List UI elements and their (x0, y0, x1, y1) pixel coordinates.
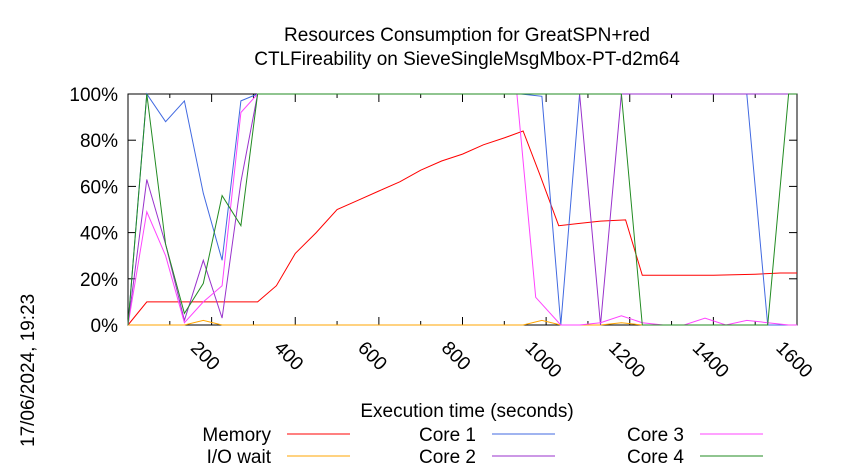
x-tick-label: 400 (270, 338, 307, 375)
x-tick-label: 1400 (688, 338, 733, 383)
y-tick-label: 60% (80, 177, 118, 198)
x-tick-label: 1200 (604, 338, 649, 383)
y-tick-label: 0% (91, 316, 119, 337)
x-axis-label: Execution time (seconds) (360, 401, 573, 422)
series-line-core-1 (127, 92, 797, 326)
legend-label-core-4: Core 4 (627, 447, 684, 468)
chart-subtitle: CTLFireability on SieveSingleMsgMbox-PT-… (254, 49, 680, 70)
plot-axes: 0% 20% 40% 60% 80% 100% 200 400 600 800 1000 1200 14… (69, 85, 816, 382)
x-tick-label: 600 (353, 338, 390, 375)
timestamp-label: 17/06/2024, 19:23 (18, 294, 39, 447)
data-series (127, 92, 797, 326)
chart-title: Resources Consumption for GreatSPN+red (284, 25, 650, 46)
y-tick-label: 40% (80, 224, 118, 245)
y-tick-label: 20% (80, 270, 118, 291)
x-tick-label: 1000 (521, 338, 566, 383)
y-tick-label: 100% (69, 85, 118, 106)
legend-label-core-3: Core 3 (627, 425, 684, 446)
legend-label-i-o-wait: I/O wait (207, 447, 272, 468)
series-line-memory (127, 130, 797, 326)
x-tick-label: 800 (437, 338, 474, 375)
legend-label-core-2: Core 2 (419, 447, 476, 468)
x-tick-label: 200 (186, 338, 223, 375)
legend-label-memory: Memory (202, 425, 271, 446)
series-line-core-3 (127, 93, 797, 326)
x-tick-label: 1600 (771, 338, 816, 383)
y-tick-label: 80% (80, 131, 118, 152)
series-line-core-4 (127, 93, 797, 326)
legend-label-core-1: Core 1 (419, 425, 476, 446)
